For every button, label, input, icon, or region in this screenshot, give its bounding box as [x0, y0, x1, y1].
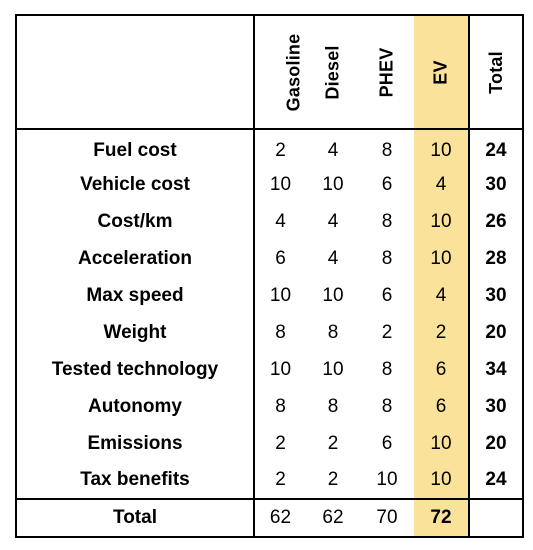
- table-row: Acceleration 6 4 8 10 28: [15, 240, 524, 277]
- cell-gasoline: 8: [275, 321, 286, 343]
- cell-gasoline: 10: [269, 358, 292, 380]
- footer-total: [468, 498, 524, 538]
- cell-phev: 6: [381, 173, 393, 195]
- table-row: Cost/km 4 4 8 10 26: [15, 203, 524, 240]
- row-label: Acceleration: [15, 240, 255, 277]
- footer-diesel: 62: [306, 498, 360, 538]
- table-row: Autonomy 8 8 8 6 30: [15, 388, 524, 425]
- table-row: Max speed 10 10 6 4 30: [15, 277, 524, 314]
- cell-total: 30: [468, 277, 524, 314]
- row-label: Emissions: [15, 425, 255, 462]
- row-label: Max speed: [15, 277, 255, 314]
- header-ev: EV: [414, 14, 469, 130]
- cell-ev: 4: [414, 277, 469, 314]
- cell-phev: 8: [381, 395, 393, 417]
- cell-ev: 6: [414, 351, 469, 388]
- cell-ev: 10: [414, 129, 469, 166]
- cell-phev: 6: [381, 432, 393, 454]
- header-phev: PHEV: [360, 14, 414, 130]
- cell-ev: 4: [414, 166, 469, 203]
- cell-total: 34: [468, 351, 524, 388]
- cell-gasoline: 8: [275, 395, 286, 417]
- table-row: Tax benefits 2 2 10 10 24: [15, 462, 524, 499]
- cell-phev: 8: [381, 358, 393, 380]
- header-gasoline: Gasoline: [254, 14, 306, 130]
- header-total: Total: [468, 14, 524, 130]
- cell-ev: 6: [414, 388, 469, 425]
- footer-label: Total: [15, 498, 255, 538]
- cell-gasoline: 2: [275, 432, 286, 454]
- table-row: Emissions 2 2 6 10 20: [15, 425, 524, 462]
- cell-diesel: 2: [327, 432, 339, 454]
- cell-total: 26: [468, 203, 524, 240]
- cell-phev: 8: [381, 247, 393, 269]
- header-diesel: Diesel: [306, 14, 360, 130]
- row-label: Tax benefits: [15, 462, 255, 499]
- footer-ev: 72: [414, 498, 469, 538]
- table-row: Tested technology 10 10 8 6 34: [15, 351, 524, 388]
- cell-gasoline: 10: [269, 173, 292, 195]
- cell-diesel: 8: [327, 395, 339, 417]
- cell-gasoline: 10: [269, 284, 292, 306]
- cell-diesel: 2: [327, 469, 339, 490]
- cell-total: 30: [468, 166, 524, 203]
- cell-diesel: 4: [327, 210, 339, 232]
- table-row: Fuel cost 2 4 8 10 24: [15, 129, 524, 166]
- cell-phev: 8: [381, 140, 393, 161]
- cell-phev: 2: [381, 321, 393, 343]
- cell-total: 20: [468, 314, 524, 351]
- cell-ev: 2: [414, 314, 469, 351]
- row-label: Fuel cost: [15, 129, 255, 166]
- table-body: Fuel cost 2 4 8 10 24 Vehicle cost 10 10 6 4 30 Cost…: [15, 129, 524, 499]
- cell-ev: 10: [414, 240, 469, 277]
- cell-total: 30: [468, 388, 524, 425]
- cell-total: 24: [468, 129, 524, 166]
- row-label: Cost/km: [15, 203, 255, 240]
- header-row: Gasoline Diesel PHEV EV Total: [15, 14, 524, 130]
- cell-diesel: 8: [327, 321, 339, 343]
- footer-row: Total 62 62 70 72: [15, 498, 524, 538]
- cell-diesel: 4: [327, 140, 339, 161]
- header-corner-cell: [15, 14, 255, 130]
- cell-diesel: 10: [322, 173, 344, 195]
- table-row: Weight 8 8 2 2 20: [15, 314, 524, 351]
- comparison-table: Gasoline Diesel PHEV EV Total Fuel cost 2…: [15, 14, 524, 538]
- cell-ev: 10: [414, 425, 469, 462]
- cell-phev: 6: [381, 284, 393, 306]
- cell-ev: 10: [414, 462, 469, 499]
- cell-diesel: 10: [322, 358, 344, 380]
- cell-total: 24: [468, 462, 524, 499]
- cell-gasoline: 2: [275, 469, 286, 490]
- cell-gasoline: 2: [275, 140, 286, 161]
- cell-diesel: 10: [322, 284, 344, 306]
- cell-gasoline: 6: [275, 247, 286, 269]
- row-label: Weight: [15, 314, 255, 351]
- footer-gasoline: 62: [254, 498, 306, 538]
- row-label: Vehicle cost: [15, 166, 255, 203]
- table-row: Vehicle cost 10 10 6 4 30: [15, 166, 524, 203]
- cell-total: 28: [468, 240, 524, 277]
- cell-gasoline: 4: [275, 210, 286, 232]
- cell-diesel: 4: [327, 247, 339, 269]
- cell-total: 20: [468, 425, 524, 462]
- cell-ev: 10: [414, 203, 469, 240]
- row-label: Autonomy: [15, 388, 255, 425]
- cell-phev: 10: [376, 469, 398, 490]
- row-label: Tested technology: [15, 351, 255, 388]
- cell-phev: 8: [381, 210, 393, 232]
- footer-phev: 70: [360, 498, 414, 538]
